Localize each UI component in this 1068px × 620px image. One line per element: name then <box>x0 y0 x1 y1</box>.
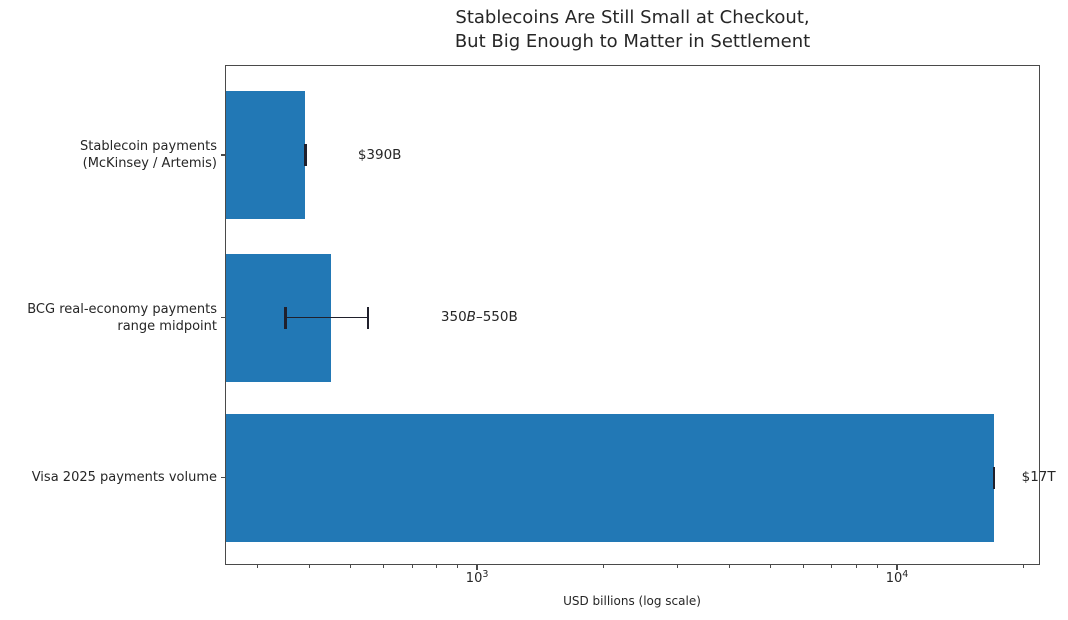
y-axis-label-bcg-range-midpoint: BCG real-economy payments range midpoint <box>0 301 217 335</box>
bar-annotation-bcg-range-midpoint: 350B–550B <box>441 309 518 326</box>
x-minor-tick-20000 <box>1022 565 1024 568</box>
x-minor-tick-300 <box>257 565 259 568</box>
y-axis-label-line: BCG real-economy payments <box>27 301 217 317</box>
tick-base: 10 <box>885 571 903 586</box>
bar-annotation-stablecoin-payments: $390B <box>358 147 402 164</box>
x-minor-tick-6000 <box>803 565 805 568</box>
x-minor-tick-500 <box>350 565 352 568</box>
annotation-segment: B <box>466 309 476 325</box>
annotation-segment: –550B <box>475 309 518 325</box>
error-bar-cap-visa-2025-volume-0 <box>992 466 996 489</box>
y-axis-label-line: range midpoint <box>117 318 217 334</box>
y-axis-label-line: Stablecoin payments <box>80 139 217 154</box>
x-minor-tick-2000 <box>603 565 604 568</box>
bar-annotation-visa-2025-volume: $17T <box>1022 469 1056 486</box>
error-bar-line-bcg-range-midpoint <box>285 316 369 319</box>
x-minor-tick-3000 <box>676 565 678 568</box>
chart-title: Stablecoins Are Still Small at Checkout,… <box>225 6 1040 54</box>
x-minor-tick-8000 <box>855 565 857 568</box>
x-major-tick-10000 <box>896 565 898 570</box>
chart-title-line1: Stablecoins Are Still Small at Checkout, <box>455 7 810 28</box>
x-tick-label-10000: 104 <box>885 569 909 586</box>
bar-stablecoin-payments <box>226 91 306 219</box>
tick-exponent: 3 <box>482 569 489 580</box>
bar-visa-2025-volume <box>226 413 994 542</box>
annotation-segment: 350 <box>440 309 467 325</box>
y-tick-bcg-range-midpoint <box>220 316 225 319</box>
y-tick-stablecoin-payments <box>220 154 225 156</box>
annotation-segment: $17T <box>1021 469 1056 485</box>
error-bar-cap-bcg-range-midpoint-1 <box>366 306 370 329</box>
x-minor-tick-5000 <box>770 565 772 568</box>
x-minor-tick-600 <box>383 565 385 568</box>
y-axis-label-line: Visa 2025 payments volume <box>31 470 217 485</box>
x-axis-label: USD billions (log scale) <box>563 594 701 608</box>
error-bar-cap-bcg-range-midpoint-0 <box>284 306 287 329</box>
x-major-tick-1000 <box>476 565 478 570</box>
y-axis-label-visa-2025-volume: Visa 2025 payments volume <box>0 469 217 486</box>
x-minor-tick-800 <box>435 565 437 568</box>
tick-exponent: 4 <box>902 569 909 580</box>
y-axis-label-line: (McKinsey / Artemis) <box>82 156 217 171</box>
x-minor-tick-4000 <box>729 565 731 568</box>
x-tick-label-1000: 103 <box>465 569 489 586</box>
x-minor-tick-9000 <box>877 565 879 568</box>
y-tick-visa-2025-volume <box>220 476 225 479</box>
chart-title-line2: But Big Enough to Matter in Settlement <box>454 31 811 52</box>
annotation-segment: $390B <box>357 146 402 163</box>
error-bar-cap-stablecoin-payments-0 <box>304 144 307 166</box>
x-minor-tick-700 <box>411 565 413 568</box>
y-axis-label-stablecoin-payments: Stablecoin payments (McKinsey / Artemis) <box>0 138 217 172</box>
x-minor-tick-400 <box>309 565 311 568</box>
tick-base: 10 <box>465 571 483 586</box>
x-minor-tick-900 <box>457 565 459 568</box>
x-minor-tick-7000 <box>831 565 833 568</box>
